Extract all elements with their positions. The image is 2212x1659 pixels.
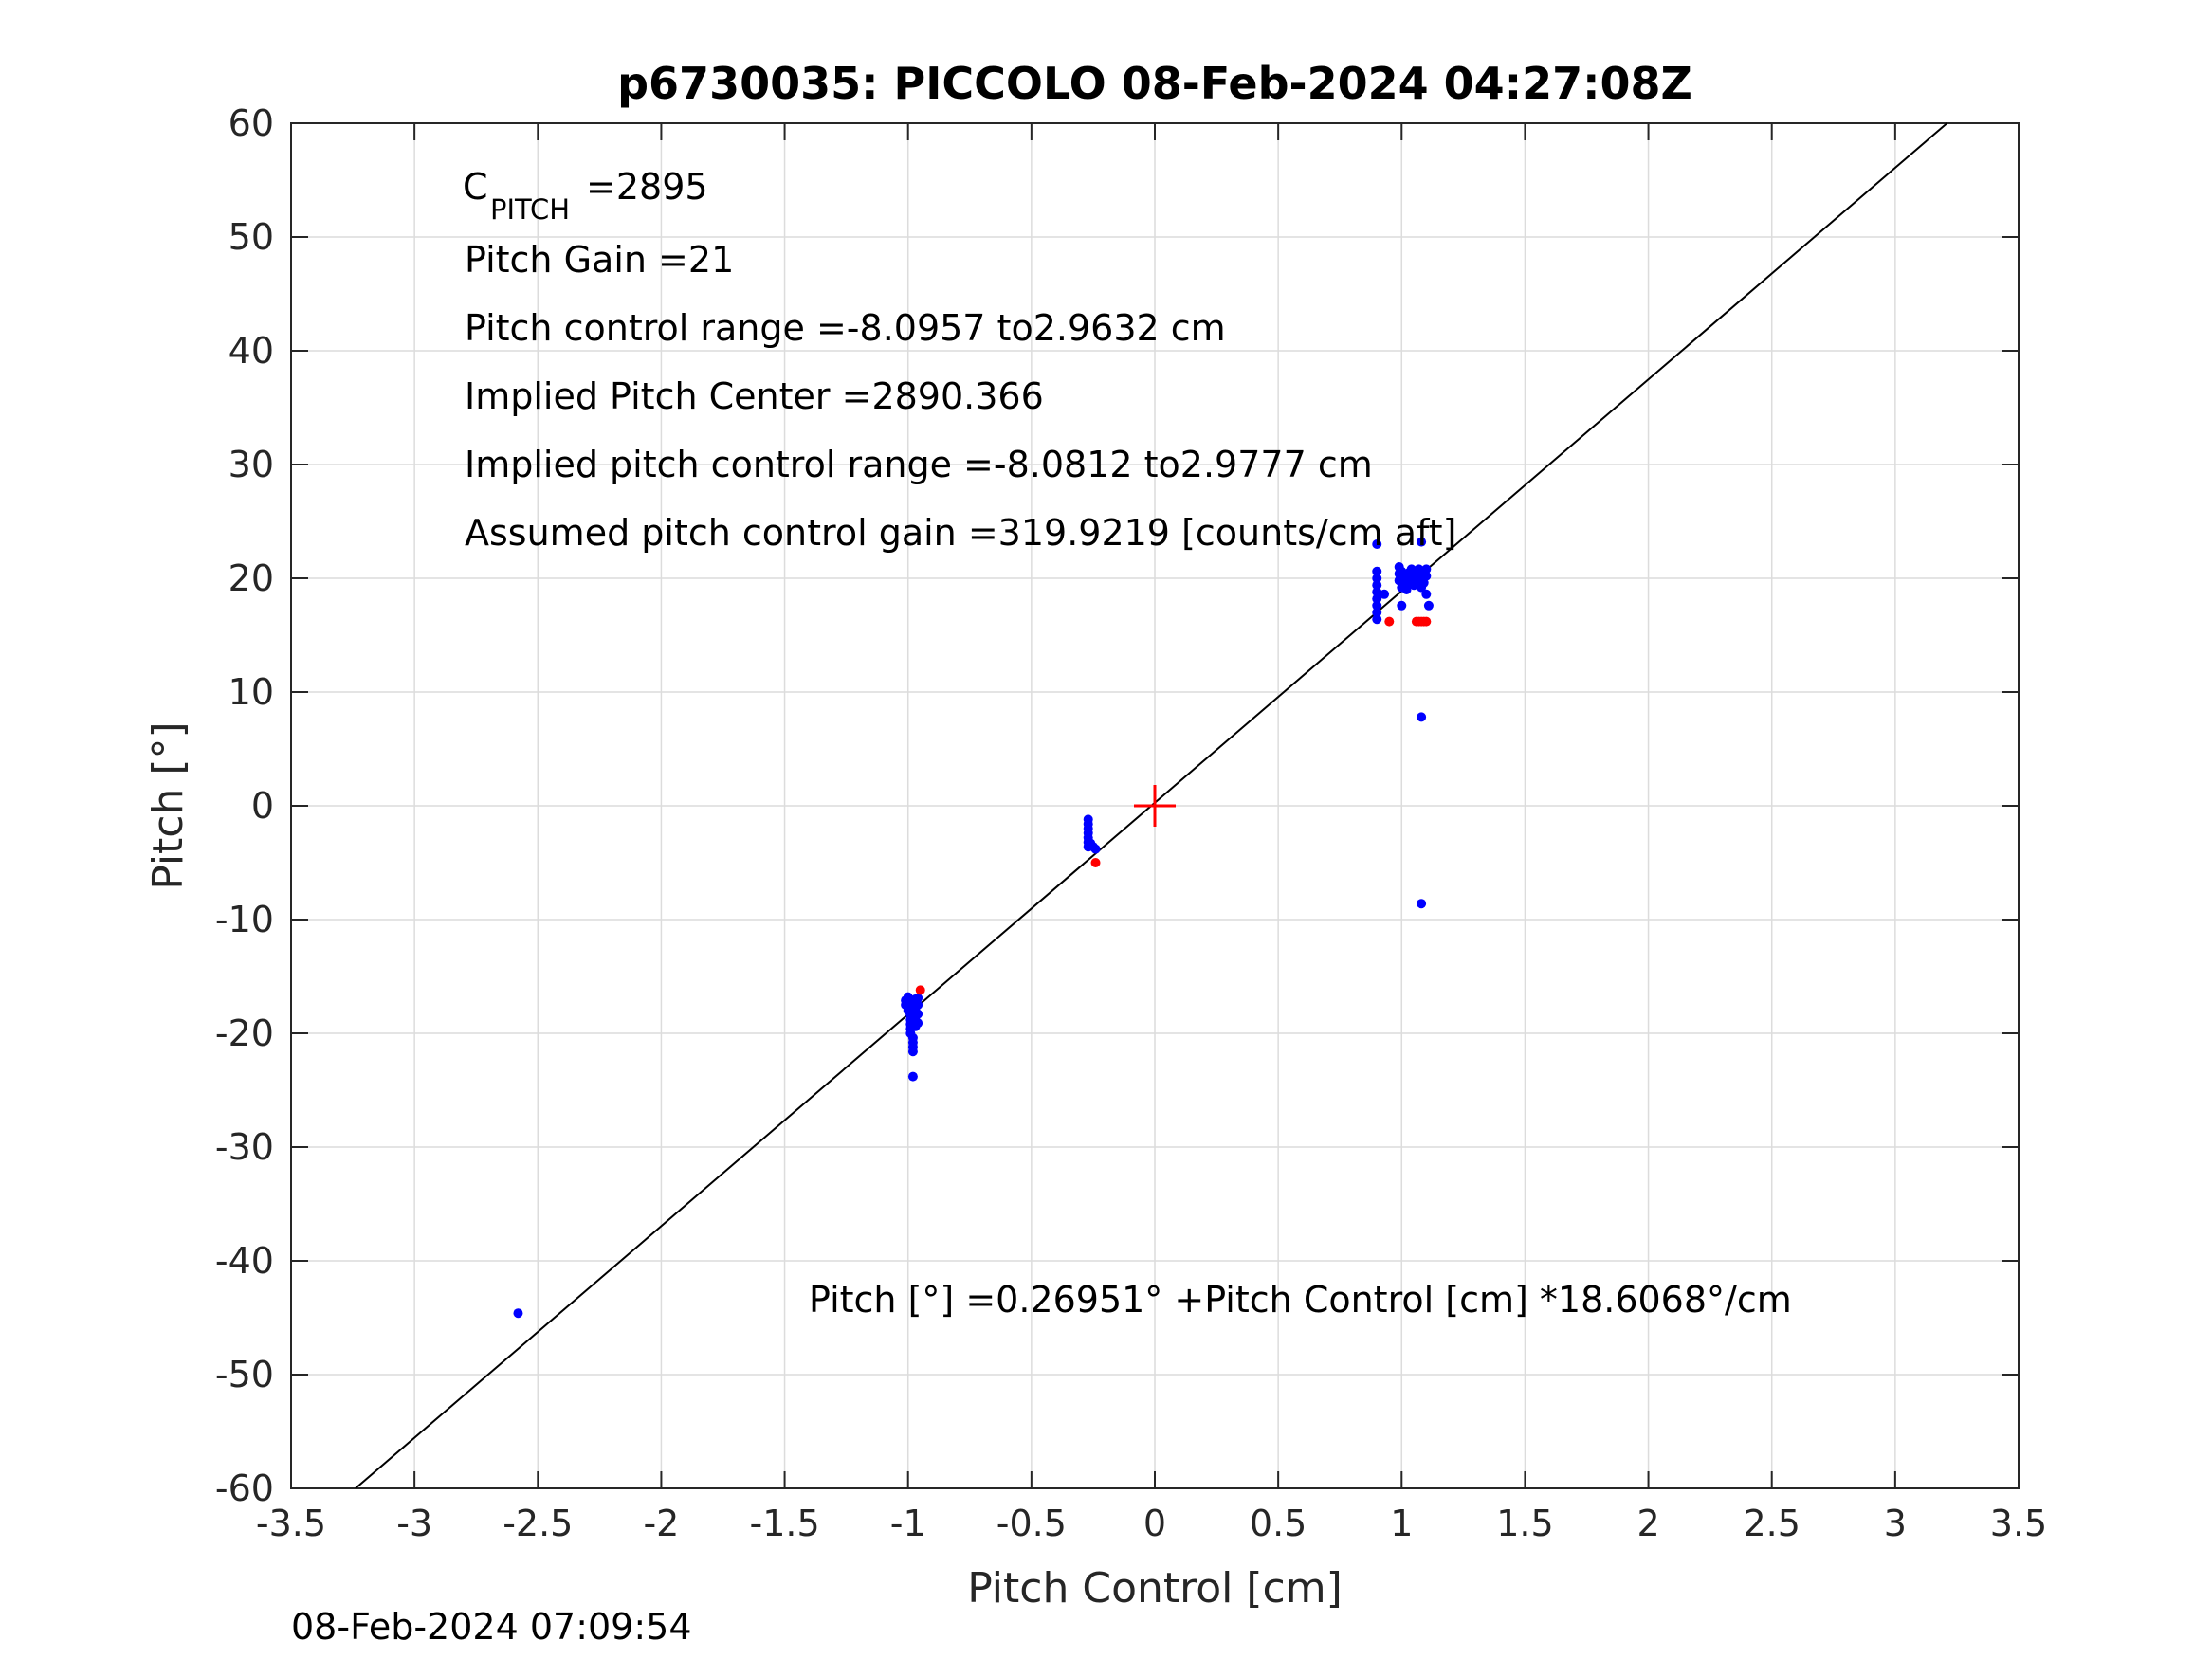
blue-data-point <box>913 993 923 1003</box>
blue-data-point <box>1090 844 1101 854</box>
x-tick-label: 3.5 <box>1990 1503 2047 1544</box>
blue-data-point <box>913 1009 923 1019</box>
annotation-implied-pitch-control-range: Implied pitch control range =-8.0812 to2… <box>465 444 1373 485</box>
y-tick-label: 0 <box>251 785 274 827</box>
x-tick-label: 1 <box>1390 1503 1413 1544</box>
annotation-assumed-gain: Assumed pitch control gain =319.9219 [co… <box>465 512 1456 554</box>
blue-data-point <box>1372 593 1382 604</box>
blue-data-point <box>1372 566 1382 576</box>
y-tick-label: 10 <box>229 671 274 713</box>
x-tick-label: 2 <box>1636 1503 1659 1544</box>
x-tick-label: -2.5 <box>503 1503 573 1544</box>
blue-data-point <box>1421 589 1432 599</box>
red-data-point <box>1421 616 1432 627</box>
c-pitch-symbol: C <box>463 166 488 208</box>
axis-ticks <box>290 122 2020 1489</box>
blue-data-point <box>1372 574 1382 583</box>
blue-data-point <box>901 1000 911 1010</box>
blue-data-point <box>1417 712 1427 722</box>
blue-data-point <box>1372 539 1382 549</box>
y-tick-label: 50 <box>229 216 274 258</box>
x-tick-label: -1.5 <box>749 1503 819 1544</box>
blue-data-point <box>913 1000 923 1010</box>
x-tick-label: 3 <box>1884 1503 1907 1544</box>
x-tick-label: -1 <box>890 1503 926 1544</box>
blue-data-point <box>1397 600 1407 611</box>
y-tick-label: -50 <box>215 1354 274 1395</box>
x-tick-label: -2 <box>643 1503 679 1544</box>
annotation-c-pitch: C PITCH =2895 <box>463 166 708 226</box>
annotation-pitch-control-range: Pitch control range =-8.0957 to2.9632 cm <box>465 307 1226 349</box>
grid-lines <box>290 122 2020 1489</box>
blue-data-point <box>913 1018 923 1029</box>
y-tick-label: 30 <box>229 444 274 485</box>
blue-data-point <box>1372 614 1382 625</box>
annotation-pitch-gain: Pitch Gain =21 <box>465 239 734 281</box>
y-tick-label: -60 <box>215 1468 274 1509</box>
blue-data-point <box>1417 537 1427 547</box>
blue-data-point <box>1372 580 1382 591</box>
blue-data-point <box>1417 899 1427 909</box>
red-data-point <box>1090 858 1101 867</box>
blue-data-point <box>1380 589 1390 599</box>
footer-timestamp: 08-Feb-2024 07:09:54 <box>291 1606 692 1648</box>
blue-data-point <box>1372 608 1382 617</box>
x-tick-label: -3 <box>396 1503 432 1544</box>
c-pitch-subscript: PITCH <box>490 193 570 226</box>
annotation-fit-equation: Pitch [°] =0.26951° +Pitch Control [cm] … <box>809 1279 1792 1321</box>
red-data-point <box>915 985 925 995</box>
y-tick-label: 20 <box>229 557 274 599</box>
x-tick-label: -3.5 <box>256 1503 326 1544</box>
x-tick-label: 2.5 <box>1743 1503 1800 1544</box>
y-tick-label: -10 <box>215 899 274 940</box>
data-points <box>513 537 1434 1319</box>
red-data-point <box>1384 616 1395 627</box>
y-axis-label: Pitch [°] <box>144 721 192 889</box>
x-tick-label: 0 <box>1143 1503 1166 1544</box>
blue-data-point <box>907 1071 918 1082</box>
x-tick-label: 0.5 <box>1250 1503 1307 1544</box>
c-pitch-value: =2895 <box>586 166 708 208</box>
blue-data-point <box>1421 571 1432 581</box>
blue-data-point <box>907 1047 918 1057</box>
blue-data-point <box>1372 587 1382 597</box>
x-tick-label: -0.5 <box>996 1503 1067 1544</box>
blue-data-point <box>1423 600 1434 611</box>
y-tick-label: -40 <box>215 1240 274 1282</box>
chart-title: p6730035: PICCOLO 08-Feb-2024 04:27:08Z <box>617 58 1692 109</box>
annotation-implied-pitch-center: Implied Pitch Center =2890.366 <box>465 375 1044 417</box>
y-tick-label: -20 <box>215 1012 274 1054</box>
x-axis-label: Pitch Control [cm] <box>967 1564 1343 1613</box>
y-tick-label: 40 <box>229 330 274 372</box>
blue-data-point <box>1401 585 1412 594</box>
y-tick-label: -30 <box>215 1126 274 1168</box>
x-tick-label: 1.5 <box>1496 1503 1553 1544</box>
center-marker-layer <box>1134 785 1176 827</box>
blue-data-point <box>1421 564 1432 574</box>
y-tick-label: 60 <box>229 102 274 144</box>
blue-data-point <box>1372 600 1382 611</box>
blue-data-point <box>513 1308 523 1319</box>
